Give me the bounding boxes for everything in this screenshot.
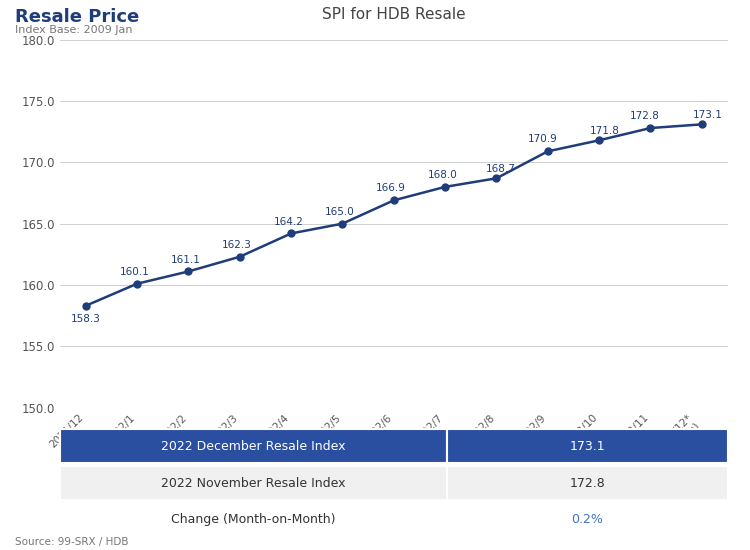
Text: 170.9: 170.9	[527, 134, 557, 145]
Text: Change (Month-on-Month): Change (Month-on-Month)	[171, 514, 336, 526]
Text: 161.1: 161.1	[171, 255, 200, 265]
Bar	[60, 503, 447, 537]
Text: 173.1: 173.1	[569, 439, 605, 453]
Text: 172.8: 172.8	[630, 111, 660, 121]
Text: 171.8: 171.8	[590, 126, 620, 136]
Bar	[60, 430, 447, 463]
Text: 165.0: 165.0	[325, 207, 355, 217]
Text: 166.9: 166.9	[376, 183, 406, 194]
Title: SPI for HDB Resale: SPI for HDB Resale	[322, 7, 466, 22]
Text: 158.3: 158.3	[70, 314, 100, 324]
Text: 2022 December Resale Index: 2022 December Resale Index	[161, 439, 346, 453]
Text: 160.1: 160.1	[119, 267, 149, 277]
Text: 168.7: 168.7	[486, 164, 515, 174]
Bar	[447, 430, 728, 463]
Text: 0.2%: 0.2%	[572, 514, 603, 526]
Bar	[447, 466, 728, 500]
Text: 172.8: 172.8	[569, 477, 605, 490]
Bar	[447, 503, 728, 537]
Text: 2022 November Resale Index: 2022 November Resale Index	[161, 477, 346, 490]
Text: 164.2: 164.2	[273, 217, 303, 227]
Bar	[60, 466, 447, 500]
Text: 168.0: 168.0	[427, 170, 458, 180]
Text: 173.1: 173.1	[692, 110, 722, 120]
Text: Resale Price: Resale Price	[15, 8, 140, 26]
Text: Source: 99-SRX / HDB: Source: 99-SRX / HDB	[15, 537, 128, 547]
Text: Index Base: 2009 Jan: Index Base: 2009 Jan	[15, 25, 133, 35]
Text: 162.3: 162.3	[222, 240, 252, 250]
